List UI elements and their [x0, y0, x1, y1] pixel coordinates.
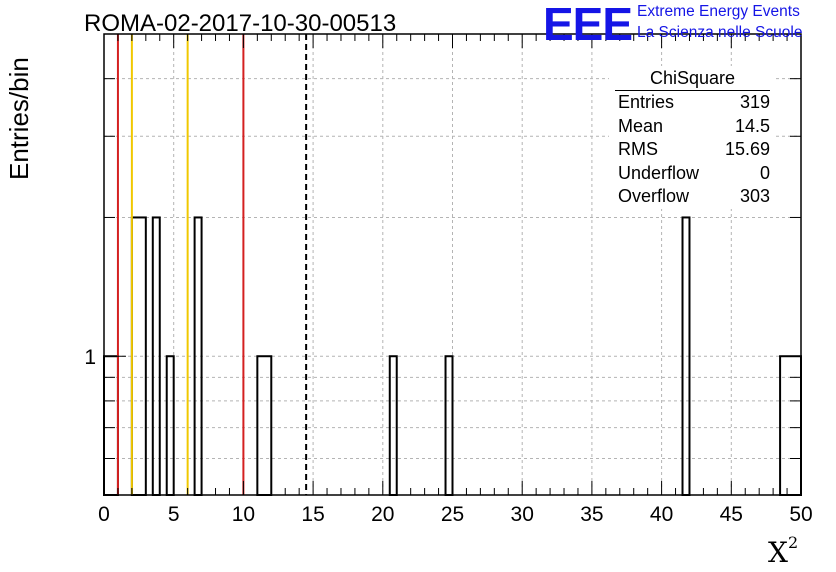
x-tick-label: 50 — [789, 503, 812, 526]
x-tick-label: 5 — [168, 503, 180, 526]
stats-value: 303 — [739, 186, 770, 206]
stats-title: ChiSquare — [615, 66, 770, 91]
x-tick-label: 35 — [580, 503, 603, 526]
logo-line-1: Extreme Energy Events — [637, 3, 800, 20]
stats-label: Mean — [618, 115, 664, 136]
histogram-bar — [256, 355, 273, 496]
x-tick-label: 15 — [301, 503, 324, 526]
histogram-bar — [130, 216, 147, 496]
logo-line-2: La Scienza nelle Scuole — [637, 24, 803, 41]
y-tick-label: 1 — [84, 346, 96, 369]
stats-row-underflow: Underflow 0 — [609, 162, 776, 186]
x-tick-label: 25 — [441, 503, 464, 526]
stats-label: RMS — [618, 139, 658, 159]
chart-title: ROMA-02-2017-10-30-00513 — [84, 10, 397, 37]
stats-row-mean: Mean 14.5 — [609, 115, 776, 139]
stats-value: 319 — [739, 92, 770, 112]
x-tick-label: 0 — [98, 503, 110, 526]
x-tick-label: 30 — [511, 503, 534, 526]
x-tick-label: 10 — [232, 503, 255, 526]
stats-label: Underflow — [618, 162, 700, 183]
stats-value: 0 — [759, 162, 770, 183]
stats-box: ChiSquare Entries 319 Mean 14.5 RMS 15.6… — [609, 66, 776, 209]
stats-row-rms: RMS 15.69 — [609, 138, 776, 162]
y-axis-label: Entries/bin — [4, 57, 34, 180]
x-tick-label: 20 — [371, 503, 394, 526]
x-axis-label: X2 — [768, 532, 799, 569]
x-axis-label-base: X — [768, 536, 788, 569]
stats-value: 15.69 — [724, 139, 770, 159]
stats-label: Entries — [618, 92, 675, 112]
eee-logo: EEE — [543, 0, 633, 50]
x-tick-label: 40 — [650, 503, 673, 526]
x-tick-label: 45 — [720, 503, 743, 526]
stats-label: Overflow — [618, 186, 690, 206]
stats-row-entries: Entries 319 — [609, 91, 776, 115]
stats-value: 14.5 — [734, 115, 770, 136]
stats-row-overflow: Overflow 303 — [609, 185, 776, 209]
x-axis-label-sup: 2 — [787, 532, 799, 552]
